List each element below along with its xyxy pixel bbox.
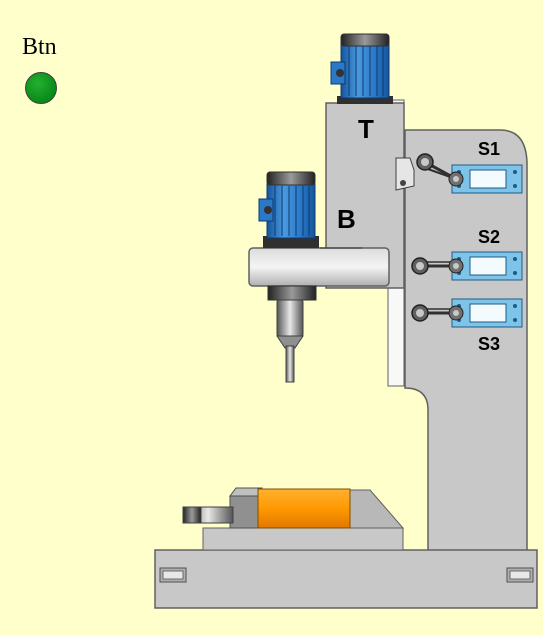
start-button-lamp[interactable] (25, 72, 57, 104)
switch-s3-label: S3 (478, 334, 500, 354)
machine-base (154, 549, 538, 609)
limit-switch-s2 (411, 251, 523, 281)
tool-motor (340, 43, 390, 99)
switch-s2-label: S2 (478, 227, 500, 247)
switch-s1-label: S1 (478, 139, 500, 159)
bore-motor-label: B (337, 204, 356, 234)
limit-switch-s1 (416, 153, 523, 194)
limit-switch-s3 (411, 298, 523, 328)
vise-body (202, 527, 404, 551)
vise-jaw-right (349, 489, 405, 529)
drill-bit (285, 345, 295, 383)
workpiece (257, 488, 351, 529)
spindle-chuck (276, 299, 304, 337)
button-label: Btn (22, 34, 57, 60)
bore-motor (266, 183, 316, 239)
tool-motor-label: T (358, 114, 374, 144)
vise-jaw-left (229, 495, 259, 529)
drill-arm (248, 247, 390, 287)
